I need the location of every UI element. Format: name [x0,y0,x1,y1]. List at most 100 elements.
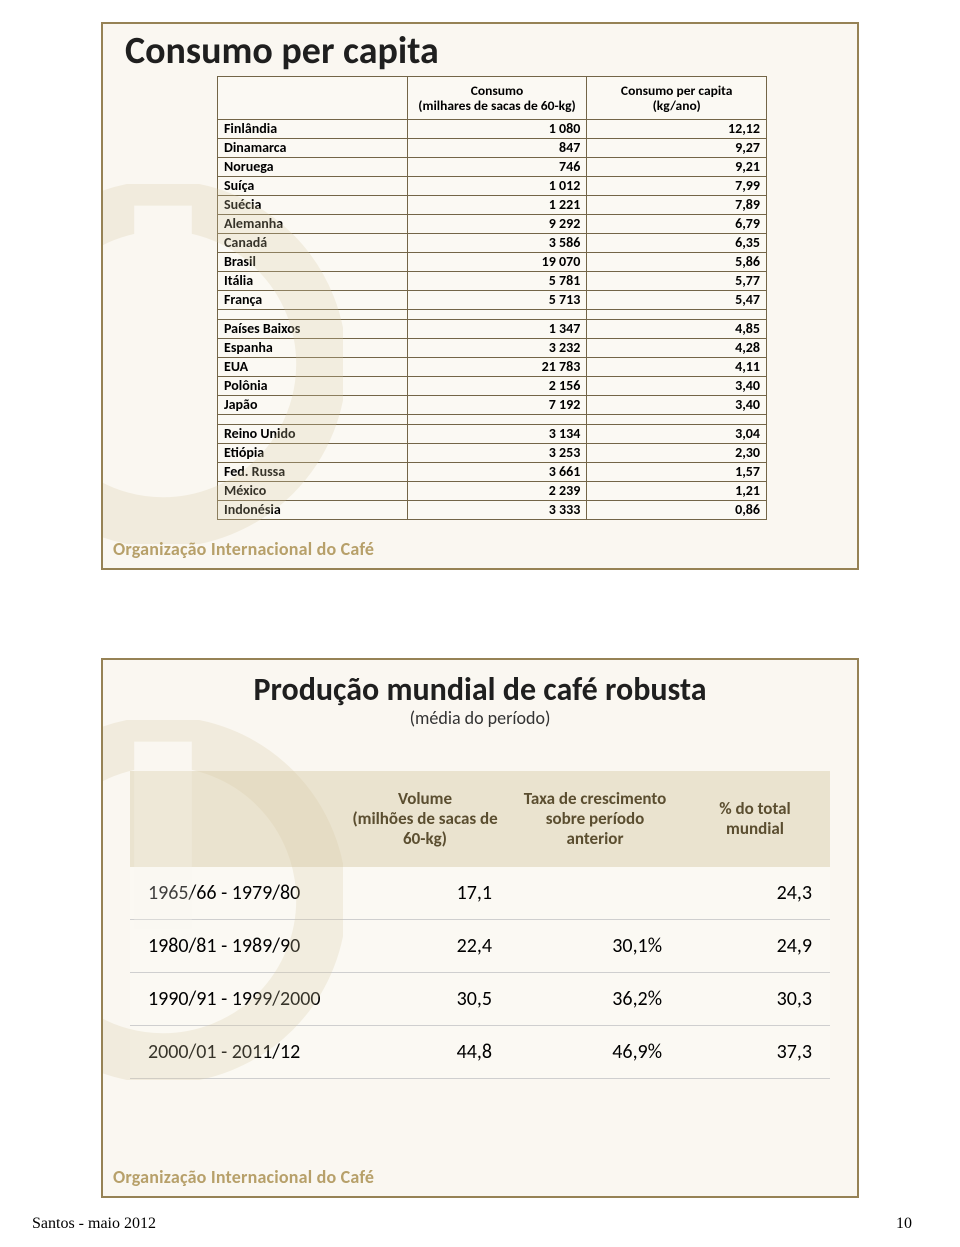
t2-header-growth: Taxa de crescimento sobre período anteri… [510,771,680,867]
percapita-cell: 3,40 [587,396,767,415]
table-row: Alemanha9 2926,79 [218,215,767,234]
t1-header-percapita: Consumo per capita (kg/ano) [587,77,767,120]
percapita-cell: 2,30 [587,444,767,463]
consumo-cell: 3 586 [407,234,587,253]
page: Consumo per capita Consumo (milhares de … [0,0,960,1247]
consumo-cell: 2 239 [407,482,587,501]
consumo-cell: 1 012 [407,177,587,196]
country-cell: Brasil [218,253,408,272]
consumo-cell: 3 661 [407,463,587,482]
percapita-cell: 0,86 [587,501,767,520]
vol-cell: 17,1 [340,867,510,920]
table-row: França5 7135,47 [218,291,767,310]
table-row: EUA21 7834,11 [218,358,767,377]
consumo-cell: 3 232 [407,339,587,358]
consumo-cell: 3 253 [407,444,587,463]
table-row: México2 2391,21 [218,482,767,501]
table-row: Suécia1 2217,89 [218,196,767,215]
consumo-cell: 2 156 [407,377,587,396]
percapita-cell: 5,47 [587,291,767,310]
org-footer-2: Organização Internacional do Café [113,1166,374,1188]
percapita-cell: 5,86 [587,253,767,272]
table-row: Japão7 1923,40 [218,396,767,415]
table-row: Itália5 7815,77 [218,272,767,291]
percapita-cell: 7,89 [587,196,767,215]
t1-header-consumo: Consumo (milhares de sacas de 60-kg) [407,77,587,120]
gap-row [218,310,767,320]
percapita-cell: 6,79 [587,215,767,234]
country-cell: Polônia [218,377,408,396]
consumo-cell: 847 [407,139,587,158]
slide2-title: Produção mundial de café robusta [103,660,857,709]
share-cell: 24,9 [680,920,830,973]
consumo-cell: 19 070 [407,253,587,272]
consumo-cell: 746 [407,158,587,177]
percapita-cell: 4,28 [587,339,767,358]
consumo-cell: 1 221 [407,196,587,215]
slide-producao-robusta: Produção mundial de café robusta (média … [101,658,859,1198]
org-footer-1: Organização Internacional do Café [113,538,374,560]
country-cell: Canadá [218,234,408,253]
country-cell: Países Baixos [218,320,408,339]
period-cell: 1965/66 - 1979/80 [130,867,340,920]
period-cell: 2000/01 - 2011/12 [130,1026,340,1079]
country-cell: Dinamarca [218,139,408,158]
percapita-cell: 4,85 [587,320,767,339]
percapita-cell: 5,77 [587,272,767,291]
table-row: Brasil19 0705,86 [218,253,767,272]
vol-cell: 30,5 [340,973,510,1026]
table-row: Fed. Russa3 6611,57 [218,463,767,482]
country-cell: Noruega [218,158,408,177]
table-row: Espanha3 2324,28 [218,339,767,358]
growth-cell: 36,2% [510,973,680,1026]
percapita-cell: 3,04 [587,425,767,444]
consumo-table: Consumo (milhares de sacas de 60-kg) Con… [217,76,767,520]
consumo-cell: 9 292 [407,215,587,234]
t2-header-blank [130,771,340,867]
period-cell: 1990/91 - 1999/2000 [130,973,340,1026]
consumo-cell: 21 783 [407,358,587,377]
percapita-cell: 9,21 [587,158,767,177]
t2-header-share: % do total mundial [680,771,830,867]
country-cell: Reino Unido [218,425,408,444]
table-row: Etiópia3 2532,30 [218,444,767,463]
table-row: Países Baixos1 3474,85 [218,320,767,339]
country-cell: Fed. Russa [218,463,408,482]
country-cell: Indonésia [218,501,408,520]
consumo-cell: 3 333 [407,501,587,520]
table-row: Indonésia3 3330,86 [218,501,767,520]
table-row: Finlândia1 08012,12 [218,120,767,139]
country-cell: Japão [218,396,408,415]
table-row: Polônia2 1563,40 [218,377,767,396]
period-cell: 1980/81 - 1989/90 [130,920,340,973]
table-row: Dinamarca8479,27 [218,139,767,158]
consumo-cell: 5 713 [407,291,587,310]
slide-consumo-per-capita: Consumo per capita Consumo (milhares de … [101,22,859,570]
country-cell: Suécia [218,196,408,215]
percapita-cell: 6,35 [587,234,767,253]
percapita-cell: 4,11 [587,358,767,377]
gap-row [218,415,767,425]
percapita-cell: 12,12 [587,120,767,139]
country-cell: EUA [218,358,408,377]
slide2-subtitle: (média do período) [103,707,857,729]
table-row: Reino Unido3 1343,04 [218,425,767,444]
table-row: 1965/66 - 1979/8017,1 24,3 [130,867,830,920]
table-row: 2000/01 - 2011/1244,846,9%37,3 [130,1026,830,1079]
slide1-title: Consumo per capita [103,24,857,76]
consumo-cell: 7 192 [407,396,587,415]
consumo-cell: 5 781 [407,272,587,291]
country-cell: Suíça [218,177,408,196]
growth-cell: 46,9% [510,1026,680,1079]
table-row: Canadá3 5866,35 [218,234,767,253]
table-row: 1980/81 - 1989/9022,430,1%24,9 [130,920,830,973]
growth-cell [510,867,680,920]
t1-header-blank [218,77,408,120]
growth-cell: 30,1% [510,920,680,973]
share-cell: 30,3 [680,973,830,1026]
vol-cell: 22,4 [340,920,510,973]
percapita-cell: 7,99 [587,177,767,196]
consumo-cell: 3 134 [407,425,587,444]
page-number: 10 [896,1215,912,1233]
share-cell: 24,3 [680,867,830,920]
